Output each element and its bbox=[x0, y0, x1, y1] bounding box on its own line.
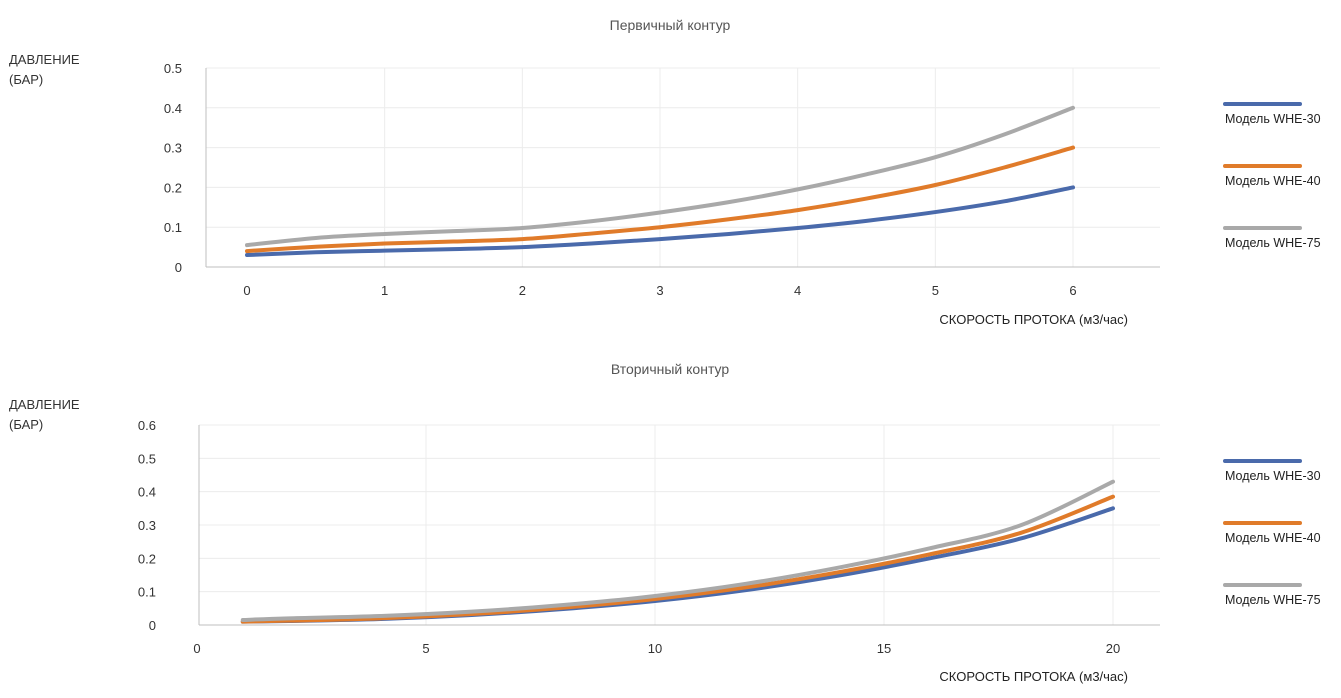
y-tick-label: 0.4 bbox=[164, 101, 182, 116]
x-tick-label: 0 bbox=[243, 283, 250, 298]
y-tick-label: 0.3 bbox=[138, 518, 156, 533]
chart-0-group: 0 0.1 0.2 0.3 0.4 0.5 0 1 2 3 4 5 6 Первичный контур Д… bbox=[9, 17, 1321, 327]
y-tick-label: 0.3 bbox=[164, 141, 182, 156]
x-tick-label: 3 bbox=[656, 283, 663, 298]
y-tick-label: 0.1 bbox=[164, 220, 182, 235]
y-tick-label: 0.5 bbox=[164, 61, 182, 76]
y-tick-label: 0.2 bbox=[164, 180, 182, 195]
y-axis-label: ДАВЛЕНИЕ bbox=[9, 397, 80, 412]
series-line-2 bbox=[245, 145, 1075, 254]
x-tick-label: 1 bbox=[381, 283, 388, 298]
series-line-3 bbox=[240, 479, 1115, 622]
x-tick-label: 15 bbox=[877, 641, 891, 656]
chart-primary: 0 0.1 0.2 0.3 0.4 0.5 0 1 2 3 4 5 6 Первичный контур Д… bbox=[9, 17, 1321, 327]
x-tick-label: 0 bbox=[193, 641, 200, 656]
x-tick-label: 5 bbox=[932, 283, 939, 298]
chart-primary-svg: 0 0.1 0.2 0.3 0.4 0.5 0 1 2 3 4 5 6 Первичный контур Д… bbox=[9, 17, 1321, 327]
legend-label: Модель WHE-40 bbox=[1225, 174, 1321, 188]
x-axis-label: СКОРОСТЬ ПРОТОКА (м3/час) bbox=[939, 312, 1128, 327]
x-tick-label: 20 bbox=[1106, 641, 1120, 656]
y-tick-label: 0 bbox=[149, 618, 156, 633]
series-line-3 bbox=[245, 105, 1075, 248]
legend-label: Модель WHE-75 bbox=[1225, 593, 1321, 607]
x-tick-label: 5 bbox=[422, 641, 429, 656]
chart-secondary-svg: 0 0.1 0.2 0.3 0.4 0.5 0.6 0 5 10 15 20 Вторичный кон… bbox=[9, 361, 1321, 684]
series-line-1 bbox=[245, 185, 1075, 258]
legend-label: Модель WHE-75 bbox=[1225, 236, 1321, 250]
legend-label: Модель WHE-30 bbox=[1225, 112, 1321, 126]
chart-title: Первичный контур bbox=[610, 17, 731, 33]
y-tick-label: 0.2 bbox=[138, 551, 156, 566]
series-line-2 bbox=[240, 494, 1115, 624]
y-tick-label: 0.6 bbox=[138, 418, 156, 433]
x-tick-label: 6 bbox=[1069, 283, 1076, 298]
legend-label: Модель WHE-30 bbox=[1225, 469, 1321, 483]
x-tick-label: 2 bbox=[519, 283, 526, 298]
x-tick-label: 10 bbox=[648, 641, 662, 656]
legend-label: Модель WHE-40 bbox=[1225, 531, 1321, 545]
chart-1-group: 0 0.1 0.2 0.3 0.4 0.5 0.6 0 5 10 15 20 Вторичный кон… bbox=[9, 361, 1321, 684]
y-axis-label: (БАР) bbox=[9, 417, 43, 432]
y-tick-label: 0.1 bbox=[138, 585, 156, 600]
y-tick-label: 0.5 bbox=[138, 451, 156, 466]
chart-title: Вторичный контур bbox=[611, 361, 730, 377]
x-axis-label: СКОРОСТЬ ПРОТОКА (м3/час) bbox=[939, 669, 1128, 684]
y-tick-label: 0.4 bbox=[138, 485, 156, 500]
y-axis-label: ДАВЛЕНИЕ bbox=[9, 52, 80, 67]
chart-secondary: 0 0.1 0.2 0.3 0.4 0.5 0.6 0 5 10 15 20 Вторичный кон… bbox=[0, 349, 1341, 698]
x-tick-label: 4 bbox=[794, 283, 801, 298]
y-tick-label: 0 bbox=[175, 260, 182, 275]
y-axis-label: (БАР) bbox=[9, 72, 43, 87]
